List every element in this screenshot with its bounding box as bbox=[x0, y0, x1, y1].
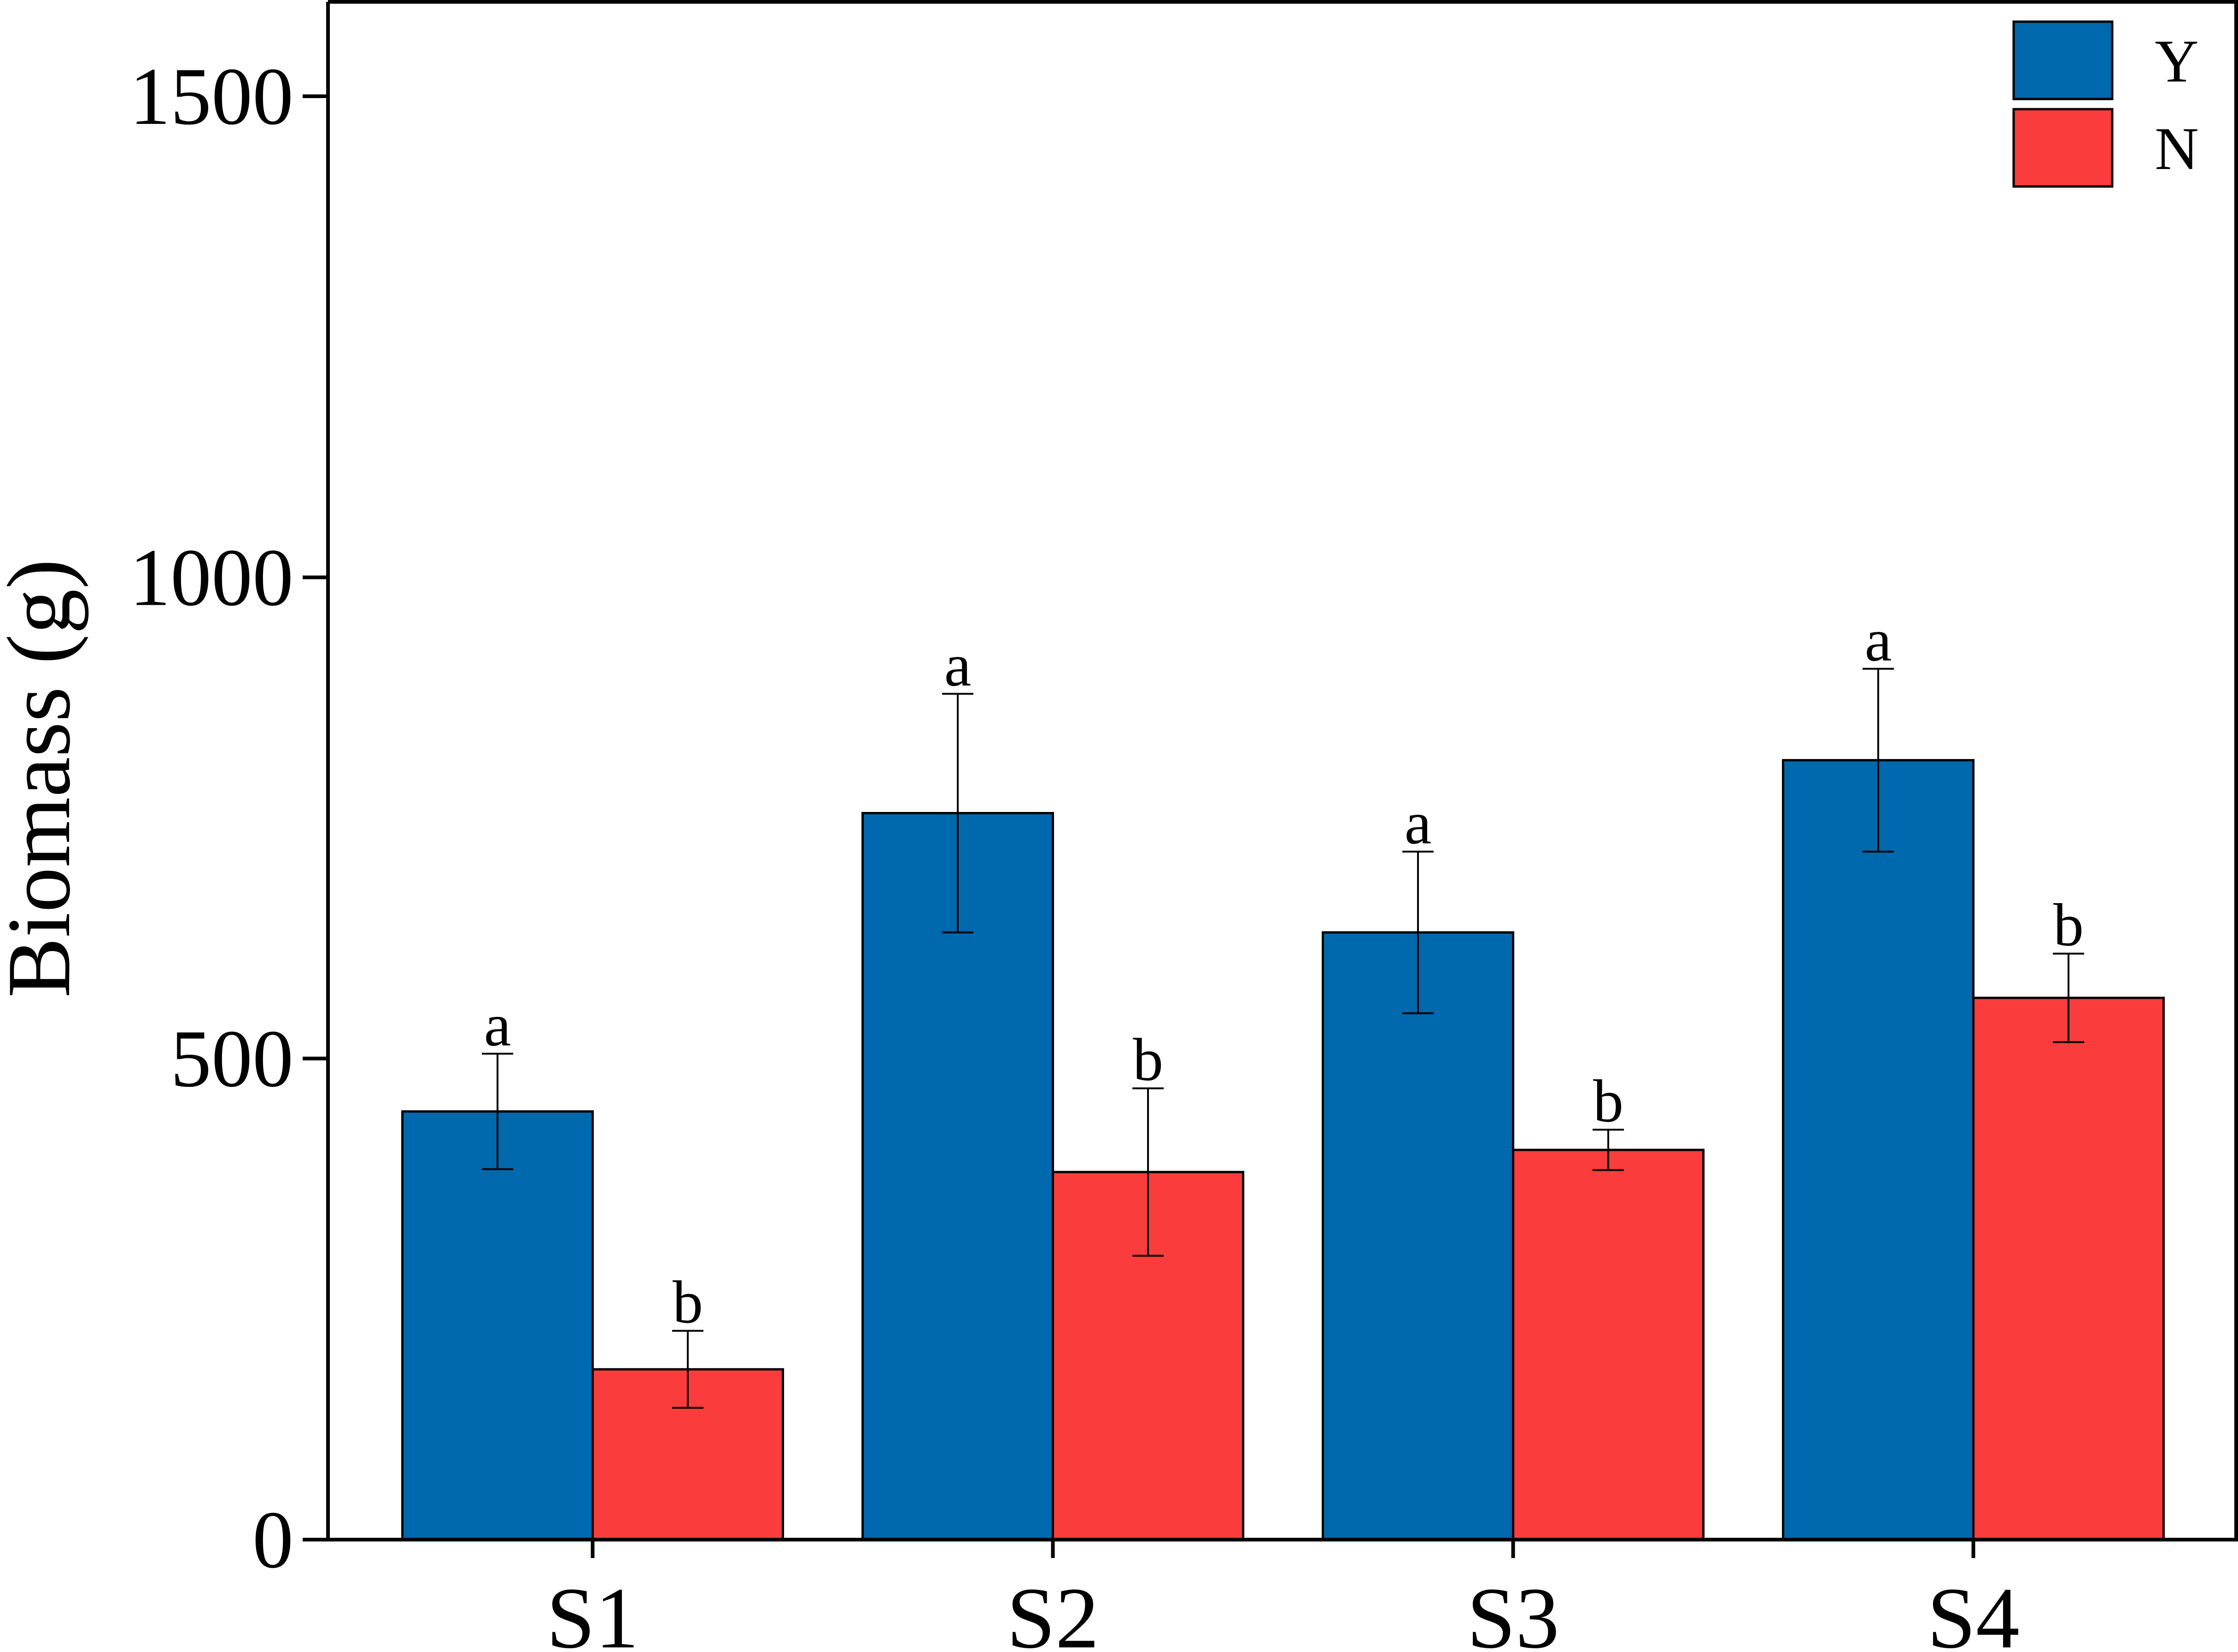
bar-n-s4 bbox=[1972, 997, 2165, 1541]
significance-letter-n-s4: b bbox=[2053, 891, 2084, 959]
bar-n-s3 bbox=[1512, 1149, 1705, 1541]
significance-letters-layer: a b a b a b a b bbox=[484, 606, 2084, 1336]
significance-letter-y-s4: a bbox=[1865, 606, 1892, 674]
significance-letter-y-s2: a bbox=[944, 631, 972, 699]
axes-layer: S1 S2 S3 S4 0 500 1000 1500 bbox=[129, 0, 2238, 1652]
bar-y-s4 bbox=[1782, 759, 1975, 1541]
legend-label-y: Y bbox=[2155, 27, 2198, 95]
bars-layer bbox=[401, 759, 2165, 1541]
y-tick-label-1500: 1500 bbox=[129, 51, 293, 142]
bar-y-s3 bbox=[1322, 931, 1515, 1541]
significance-letter-y-s3: a bbox=[1405, 789, 1432, 857]
x-tick-label-s1: S1 bbox=[546, 1570, 639, 1652]
bar-y-s1 bbox=[401, 1110, 594, 1541]
x-tick-label-s2: S2 bbox=[1007, 1570, 1099, 1652]
bar-y-s2 bbox=[861, 812, 1054, 1541]
significance-letter-y-s1: a bbox=[484, 991, 511, 1059]
significance-letter-n-s1: b bbox=[673, 1268, 703, 1336]
x-tick-label-s4: S4 bbox=[1927, 1570, 2020, 1652]
significance-letter-n-s3: b bbox=[1593, 1067, 1623, 1135]
legend: YN bbox=[2012, 20, 2199, 188]
legend-swatch-y bbox=[2012, 20, 2114, 100]
legend-label-n: N bbox=[2155, 115, 2198, 182]
legend-swatch-n bbox=[2012, 108, 2114, 188]
y-tick-label-1000: 1000 bbox=[129, 532, 293, 623]
y-axis-title: Biomass (g) bbox=[0, 559, 89, 998]
significance-letter-n-s2: b bbox=[1133, 1026, 1163, 1093]
y-tick-label-500: 500 bbox=[170, 1013, 293, 1104]
error-bars-layer bbox=[481, 668, 2085, 1409]
x-tick-label-s3: S3 bbox=[1467, 1570, 1559, 1652]
y-tick-label-0: 0 bbox=[252, 1494, 293, 1585]
